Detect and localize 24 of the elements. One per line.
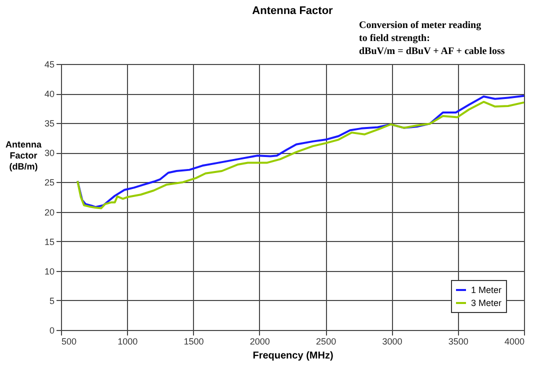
text: Conversion of meter reading to field strength: dBuV/m = dBuV + AF + cable loss xyxy=(359,20,505,57)
y-tick-label: 0 xyxy=(49,326,54,336)
x-axis-title: Frequency (MHz) xyxy=(252,350,334,362)
legend-label: 1 Meter xyxy=(471,285,502,295)
x-tick-label: 500 xyxy=(62,336,77,346)
chart-title: Antenna Factor xyxy=(252,5,334,17)
y-tick-label: 20 xyxy=(44,207,54,218)
y-tick-label: 10 xyxy=(44,266,54,276)
y-tick-label: 45 xyxy=(44,60,54,70)
x-tick-label: 3000 xyxy=(382,336,402,346)
y-tick-label: 30 xyxy=(44,148,54,158)
x-tick-label: 2500 xyxy=(316,336,336,346)
x-tick-label: 4000 xyxy=(504,336,524,346)
x-tick-label: 1000 xyxy=(118,336,138,346)
y-tick-label: 15 xyxy=(44,236,54,247)
y-tick-label: 5 xyxy=(49,296,54,306)
y-tick-label: 35 xyxy=(44,118,54,129)
x-tick-label: 1500 xyxy=(184,336,204,346)
y-tick-label: 25 xyxy=(44,178,54,188)
legend-label: 3 Meter xyxy=(471,298,502,308)
x-tick-label: 2000 xyxy=(250,336,270,346)
y-tick-label: 40 xyxy=(44,89,54,100)
y-axis-title: Antenna Factor (dB/m) xyxy=(6,140,42,172)
x-tick-label: 3500 xyxy=(448,336,468,346)
